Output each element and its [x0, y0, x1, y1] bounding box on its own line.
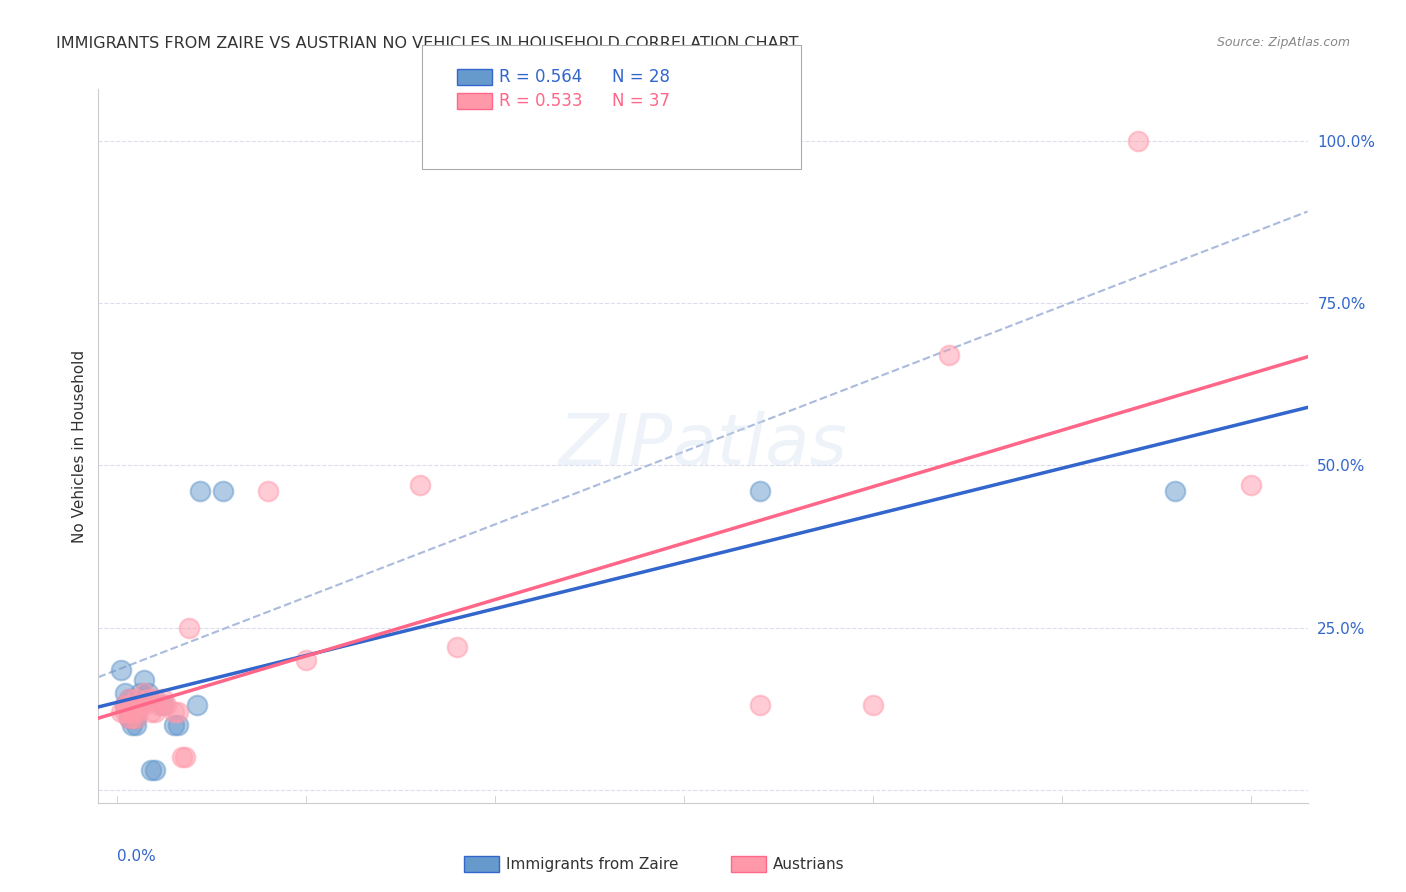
Point [125, 711, 148, 725]
Point [114, 698, 136, 713]
Point [125, 718, 148, 732]
Point [114, 698, 136, 713]
Point [114, 705, 136, 719]
Point [121, 698, 143, 713]
Point [938, 348, 960, 362]
Point [125, 698, 148, 713]
Text: Immigrants from Zaire: Immigrants from Zaire [506, 857, 679, 871]
Point [1126, 134, 1149, 148]
Point [129, 685, 152, 699]
Text: N = 28: N = 28 [612, 68, 669, 86]
Point [257, 484, 280, 499]
Point [295, 653, 318, 667]
Point [125, 705, 148, 719]
Point [862, 698, 884, 713]
Point [748, 484, 770, 499]
Point [118, 705, 141, 719]
Point [118, 711, 141, 725]
Point [446, 640, 468, 654]
Text: R = 0.564: R = 0.564 [499, 68, 582, 86]
Point [118, 698, 141, 713]
Point [141, 705, 163, 719]
Point [190, 484, 212, 499]
Point [129, 698, 152, 713]
Point [212, 484, 235, 499]
Point [121, 711, 143, 725]
Text: 0.0%: 0.0% [117, 849, 156, 864]
Point [166, 718, 188, 732]
Point [118, 692, 141, 706]
Point [141, 764, 163, 778]
Point [152, 698, 174, 713]
Point [121, 698, 143, 713]
Point [136, 692, 159, 706]
Point [163, 718, 186, 732]
Point [118, 711, 141, 725]
Point [143, 705, 166, 719]
Point [155, 698, 177, 713]
Point [143, 692, 166, 706]
Point [125, 692, 148, 706]
Point [163, 705, 186, 719]
Point [408, 478, 430, 492]
Text: R = 0.533: R = 0.533 [499, 92, 582, 110]
Text: Austrians: Austrians [773, 857, 845, 871]
Point [114, 685, 136, 699]
Point [132, 685, 155, 699]
Y-axis label: No Vehicles in Household: No Vehicles in Household [72, 350, 87, 542]
Text: N = 37: N = 37 [612, 92, 669, 110]
Point [170, 750, 193, 764]
Point [110, 705, 132, 719]
Point [136, 685, 159, 699]
Text: IMMIGRANTS FROM ZAIRE VS AUSTRIAN NO VEHICLES IN HOUSEHOLD CORRELATION CHART: IMMIGRANTS FROM ZAIRE VS AUSTRIAN NO VEH… [56, 36, 799, 51]
Point [121, 705, 143, 719]
Point [179, 621, 201, 635]
Point [118, 705, 141, 719]
Point [121, 705, 143, 719]
Point [1240, 478, 1263, 492]
Point [110, 663, 132, 677]
Point [148, 698, 170, 713]
Point [125, 711, 148, 725]
Point [166, 705, 188, 719]
Text: Source: ZipAtlas.com: Source: ZipAtlas.com [1216, 36, 1350, 49]
Point [748, 698, 770, 713]
Point [174, 750, 197, 764]
Point [129, 698, 152, 713]
Point [132, 692, 155, 706]
Point [121, 718, 143, 732]
Point [118, 692, 141, 706]
Point [132, 698, 155, 713]
Point [143, 764, 166, 778]
Point [186, 698, 208, 713]
Point [121, 711, 143, 725]
Point [1164, 484, 1187, 499]
Point [152, 692, 174, 706]
Text: ZIPatlas: ZIPatlas [558, 411, 848, 481]
Point [132, 673, 155, 687]
